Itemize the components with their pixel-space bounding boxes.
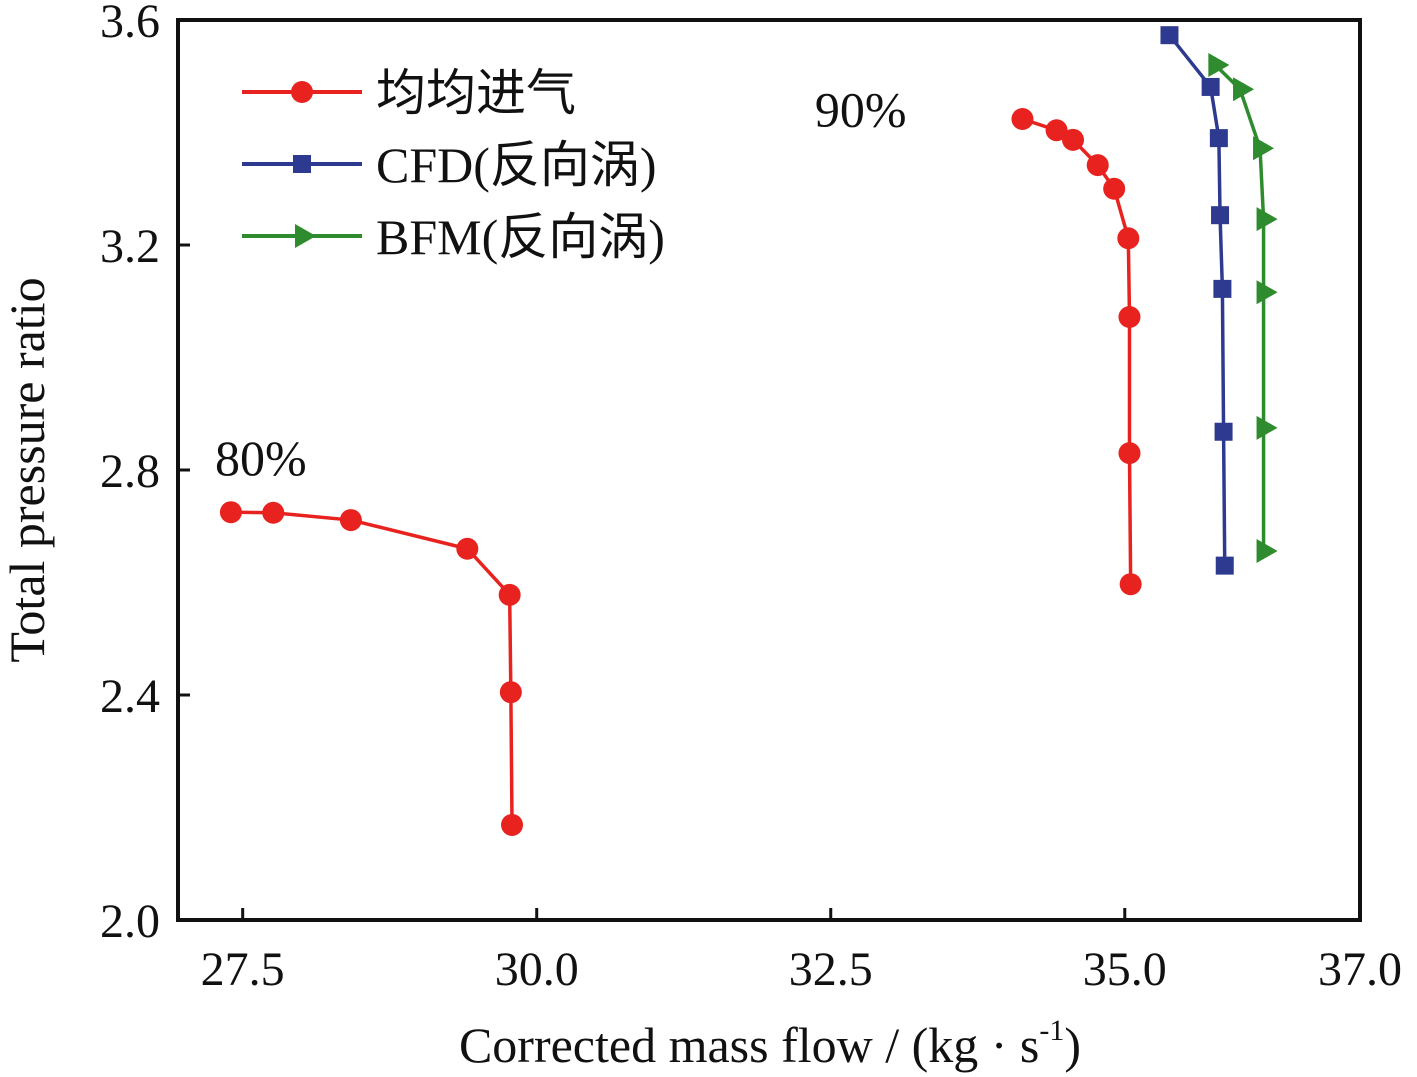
data-point (1213, 279, 1232, 298)
data-point (1256, 207, 1278, 232)
x-tick-label: 32.5 (789, 943, 873, 996)
x-axis-label-sup: -1 (1039, 1014, 1064, 1047)
data-point (219, 501, 242, 524)
x-tick-label: 30.0 (495, 943, 579, 996)
data-point (1256, 539, 1278, 563)
series-line (1168, 34, 1227, 566)
legend-marker (293, 155, 311, 173)
data-point (262, 501, 285, 524)
data-point (1256, 280, 1278, 305)
data-point (499, 681, 522, 704)
data-point (456, 537, 479, 560)
data-point (1208, 53, 1230, 77)
legend-item: BFM(反向涡) (242, 209, 665, 265)
legend-label: BFM(反向涡) (376, 209, 665, 265)
y-axis-label: Total pressure ratio (0, 277, 55, 662)
data-point (1214, 422, 1233, 441)
x-axis-label: Corrected mass flow / (kg · s-1) (459, 1014, 1081, 1073)
y-tick-label: 2.0 (100, 895, 160, 948)
data-point (1045, 119, 1068, 142)
x-tick-label: 27.5 (201, 943, 285, 996)
data-point (498, 583, 521, 606)
data-point (1201, 77, 1220, 96)
x-axis-label-end: ) (1064, 1017, 1081, 1073)
data-point (1233, 77, 1255, 102)
annotation-label: 80% (215, 430, 307, 486)
data-point (1215, 556, 1234, 575)
series-2 (1160, 26, 1234, 575)
data-point (1119, 573, 1142, 596)
data-point (339, 509, 362, 532)
data-point (1117, 227, 1140, 250)
data-point (1253, 136, 1275, 161)
x-tick-label: 37.0 (1318, 943, 1402, 996)
data-point (1062, 128, 1085, 151)
annotations: 80% 90% (215, 81, 906, 486)
legend-item: 均均进气 (242, 65, 576, 121)
legend-item: CFD(反向涡) (242, 137, 657, 193)
y-tick-label: 3.2 (100, 220, 160, 273)
legend-label: CFD(反向涡) (376, 137, 657, 193)
data-point (1211, 206, 1230, 225)
data-point (1011, 108, 1034, 130)
annotation-label: 90% (815, 81, 907, 137)
data-point (1256, 415, 1278, 440)
series-3 (1208, 53, 1278, 563)
legend-label: 均均进气 (376, 65, 576, 121)
legend-marker (291, 81, 313, 103)
x-tick-label: 35.0 (1083, 943, 1167, 996)
data-point (1118, 306, 1141, 328)
x-axis-label-main: Corrected mass flow / (kg · s (459, 1017, 1039, 1073)
legend: 均均进气 CFD(反向涡) BFM(反向涡) (242, 65, 665, 265)
data-point (1160, 26, 1179, 45)
y-tick-label: 2.8 (100, 445, 160, 498)
y-tick-label: 2.4 (100, 670, 160, 723)
data-point (1103, 177, 1126, 200)
plot-marks (219, 26, 1278, 836)
series-0 (219, 501, 524, 836)
legend-marker (295, 224, 316, 248)
axis-ticks: 27.5 30.0 32.5 35.0 37.0 2.0 2.4 2.8 3.2 3.6 (100, 0, 1402, 996)
data-point (1118, 442, 1141, 465)
series-1 (1011, 108, 1142, 596)
y-tick-label: 3.6 (100, 0, 160, 48)
data-point (1209, 129, 1228, 148)
plot-frame (176, 18, 1362, 922)
data-point (501, 813, 524, 836)
data-point (1086, 154, 1109, 177)
